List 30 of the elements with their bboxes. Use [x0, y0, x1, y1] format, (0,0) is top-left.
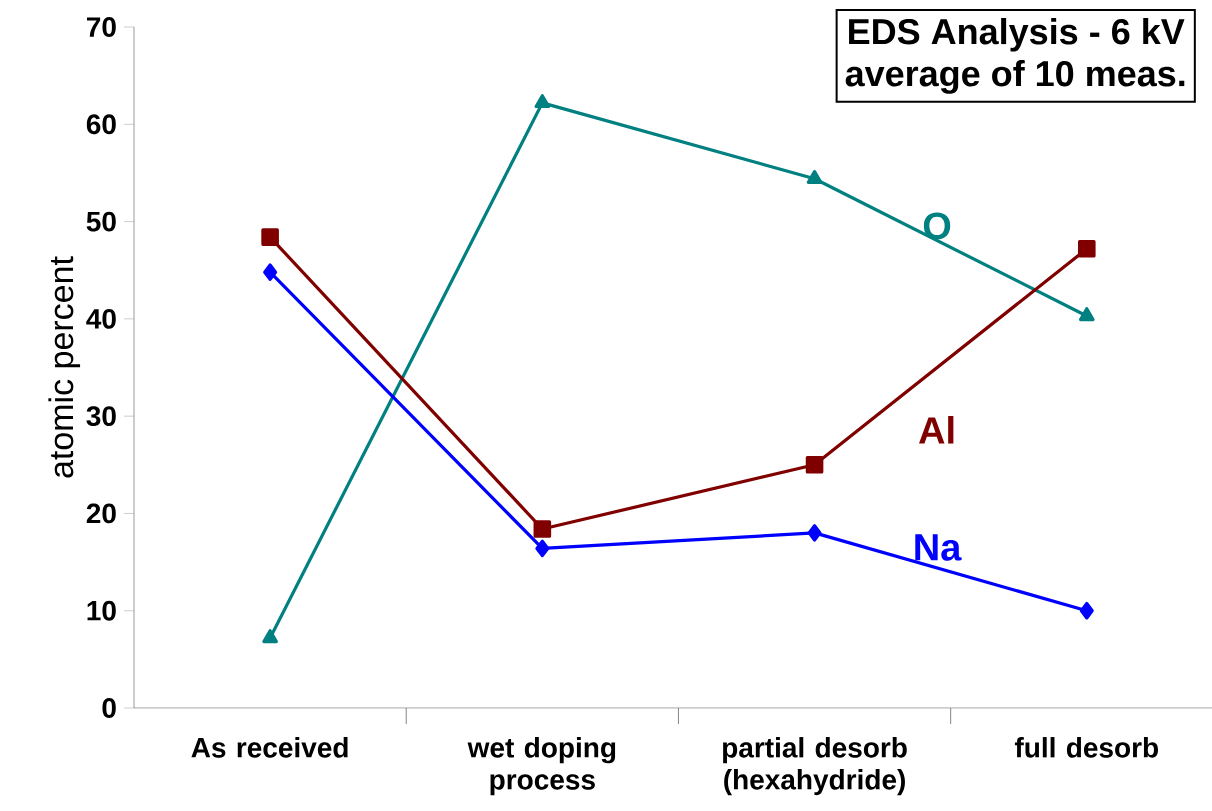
point — [807, 524, 822, 542]
y-tick-label: 60 — [86, 114, 116, 135]
y-tick-label: 30 — [86, 406, 116, 427]
point — [263, 263, 278, 281]
annotation: EDS Analysis - 6 kV — [849, 18, 1185, 52]
point — [806, 169, 823, 184]
x-tick-label: As received — [191, 737, 348, 758]
point — [1078, 307, 1095, 322]
point — [262, 629, 278, 644]
y-tick-label: 10 — [87, 600, 116, 621]
x-tick-label: partial desorb (hexahydride) — [723, 737, 907, 796]
y-tick-label: 40 — [86, 308, 116, 329]
point — [535, 539, 550, 558]
series-label: O — [923, 212, 951, 240]
y-tick-label: 70 — [86, 17, 116, 37]
point — [1079, 601, 1094, 620]
point — [805, 455, 824, 474]
point — [261, 228, 279, 246]
point — [1077, 240, 1096, 258]
series-label: Al — [919, 416, 954, 444]
point — [534, 94, 551, 109]
point — [533, 520, 552, 538]
x-tick-label: full desorb — [1014, 737, 1158, 758]
y-tick-label: 50 — [86, 211, 116, 232]
x-tick-label: wet doping process — [467, 737, 616, 796]
y-axis-title: atomic percent — [48, 256, 81, 478]
series-label: Na — [915, 534, 962, 561]
y-tick-label: 0 — [102, 698, 116, 718]
annotation: average of 10 meas. — [845, 60, 1185, 94]
y-tick-label: 20 — [86, 503, 116, 524]
